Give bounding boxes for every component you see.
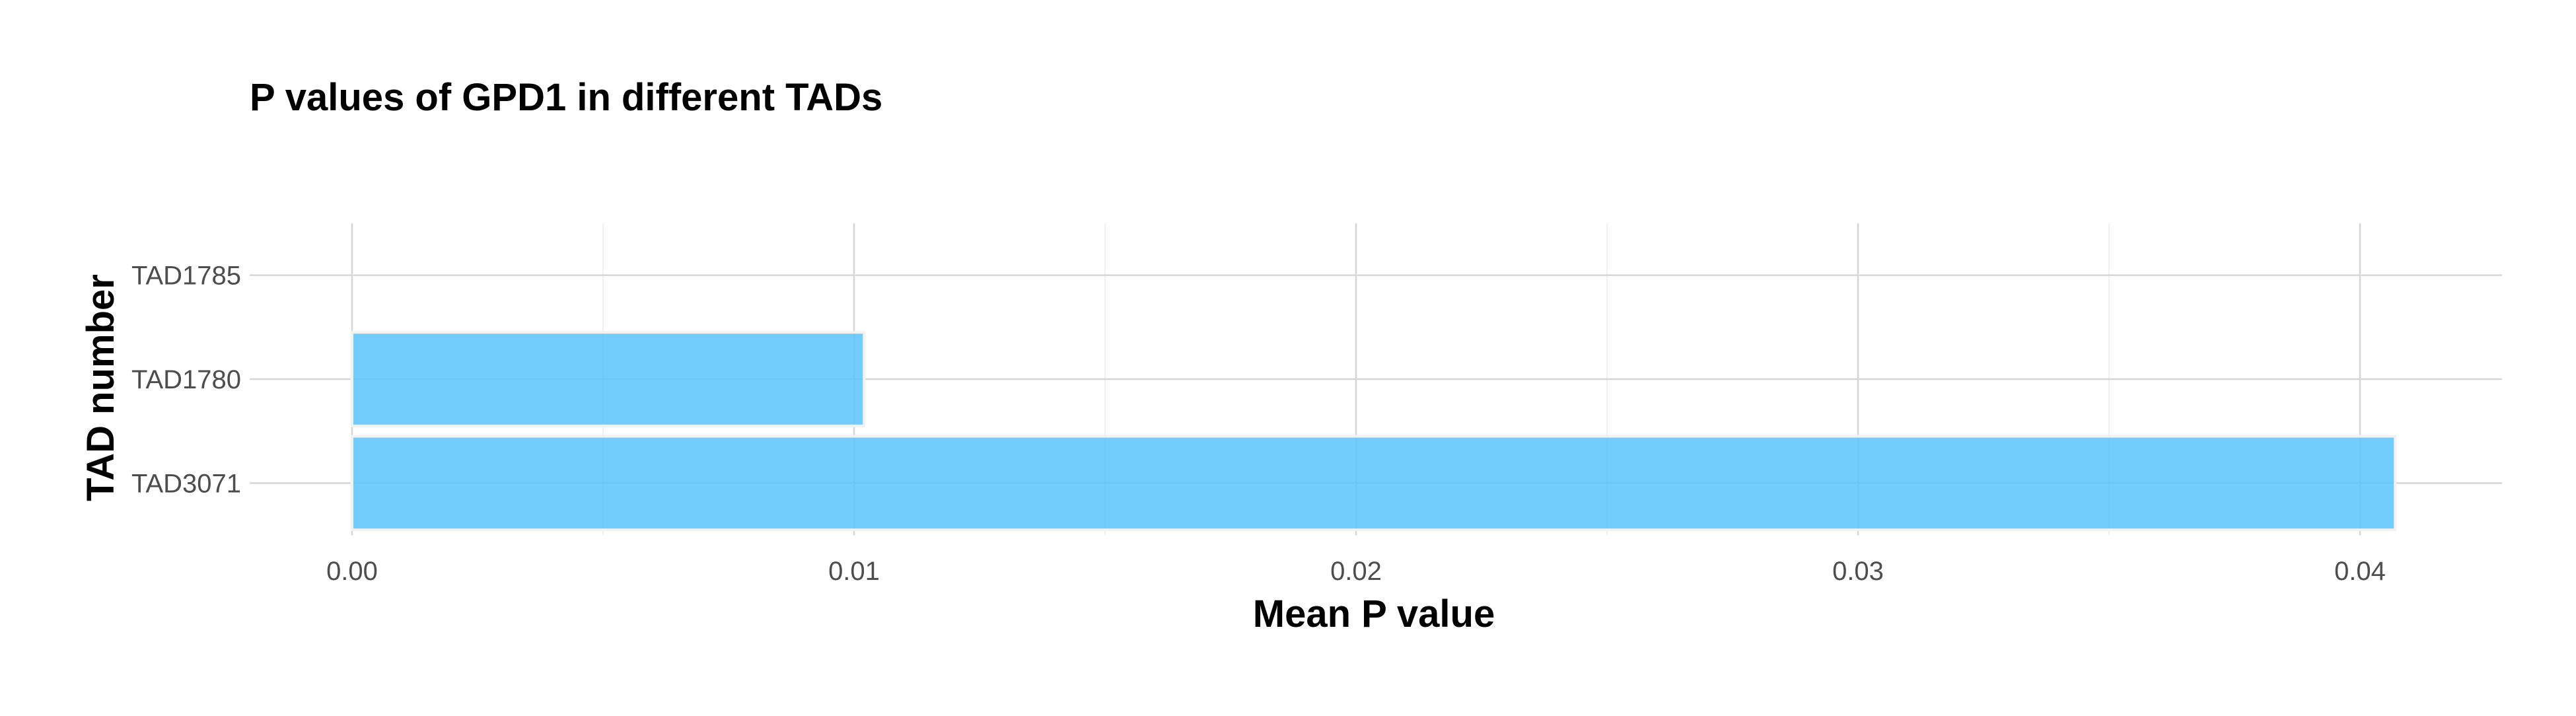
x-tick-label: 0.02 xyxy=(1330,557,1382,586)
y-tick-label: TAD1780 xyxy=(131,365,241,394)
x-axis-title: Mean P value xyxy=(1253,592,1495,635)
tick-labels: 0.00 0.01 0.02 0.03 0.04 TAD1785 TAD1780 TAD307… xyxy=(131,262,2386,586)
bars xyxy=(351,331,2397,532)
bar-tad3071 xyxy=(351,435,2397,532)
y-axis-title: TAD number xyxy=(79,274,122,501)
x-tick-label: 0.03 xyxy=(1832,557,1884,586)
bar-tad1780 xyxy=(351,331,866,427)
x-tick-label: 0.00 xyxy=(326,557,378,586)
y-tick-label: TAD1785 xyxy=(131,262,241,291)
chart-title: P values of GPD1 in different TADs xyxy=(250,76,882,119)
x-tick-label: 0.04 xyxy=(2334,557,2386,586)
x-tick-label: 0.01 xyxy=(828,557,880,586)
y-tick-label: TAD3071 xyxy=(131,469,241,498)
